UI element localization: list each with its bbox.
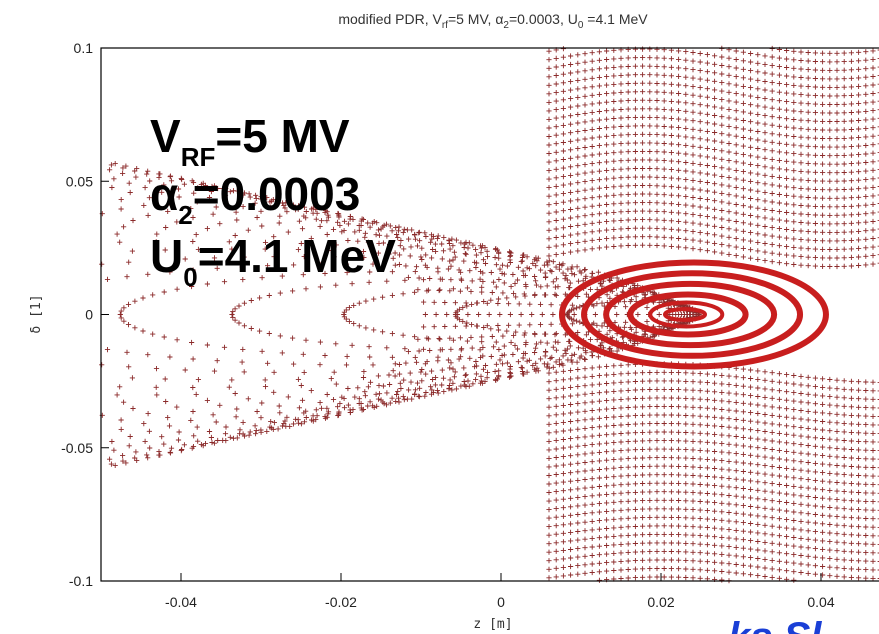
y-tick-label: -0.05: [61, 440, 93, 456]
annotation-u0: U0=4.1 MeV: [150, 230, 396, 292]
core-orbit-ring: [663, 307, 707, 322]
x-tick-label: -0.04: [165, 594, 197, 610]
y-axis-label: δ [1]: [29, 294, 44, 333]
x-tick-label: 0.04: [807, 594, 834, 610]
x-axis-label: z [m]: [473, 617, 512, 632]
core-orbit-ring: [627, 291, 749, 338]
y-tick-label: 0.1: [74, 40, 94, 56]
y-tick-label: 0.05: [66, 173, 93, 189]
y-tick-label: 0: [85, 307, 93, 323]
particle-plus-markers: [99, 45, 879, 584]
annotation-alpha2: α2=0.0003: [150, 168, 360, 230]
y-axis-ticks: 0.1 0.05 0 -0.05 -0.1: [61, 40, 109, 589]
x-tick-label: 0.02: [647, 594, 674, 610]
core-orbit-ring: [581, 270, 804, 359]
core-orbit-ring: [648, 300, 725, 329]
parameter-annotation: VRF=5 MV α2=0.0003 U0=4.1 MeV: [150, 110, 396, 292]
x-tick-label: -0.02: [325, 594, 357, 610]
core-orbit-ring: [558, 259, 829, 370]
particle-markers: [99, 45, 879, 584]
x-tick-label: 0: [497, 594, 505, 610]
corner-fragment-text: ks Sl: [728, 615, 822, 634]
y-tick-label: -0.1: [69, 573, 93, 589]
core-orbits: [558, 259, 829, 370]
chart-title: modified PDR, Vrf=5 MV, α2=0.0003, U0 =4…: [338, 11, 648, 31]
x-axis-ticks: -0.04 -0.02 0 0.02 0.04: [165, 573, 835, 610]
core-orbit-ring: [603, 280, 778, 349]
annotation-vrf: VRF=5 MV: [150, 110, 350, 172]
